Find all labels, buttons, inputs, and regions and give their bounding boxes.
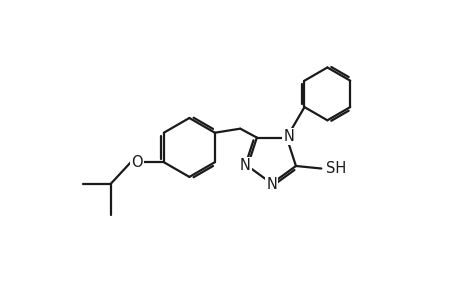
Text: N: N xyxy=(239,158,250,173)
Text: N: N xyxy=(266,177,277,192)
Text: SH: SH xyxy=(325,161,346,176)
Text: N: N xyxy=(283,129,294,144)
Text: O: O xyxy=(131,155,143,170)
